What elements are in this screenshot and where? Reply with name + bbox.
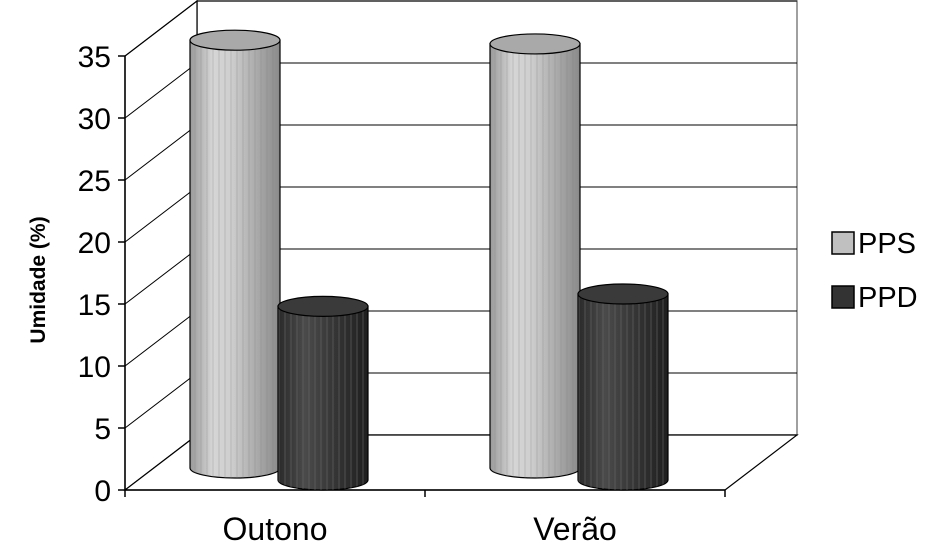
- bar-ppd-verão: [577, 283, 669, 491]
- bar-shading: [490, 43, 580, 479]
- legend-swatch: [831, 285, 855, 309]
- legend: PPS PPD: [831, 228, 918, 314]
- y-tick-label: 5: [94, 413, 111, 446]
- y-tick-label: 15: [78, 289, 111, 322]
- bar-pps-verão: [489, 33, 581, 479]
- y-tick-label: 20: [78, 227, 111, 260]
- y-axis: 0 5 10 15 20 25 30 35: [78, 41, 726, 508]
- legend-item-pps: PPS: [831, 228, 916, 260]
- bar-top: [489, 33, 581, 55]
- bar-shading: [278, 306, 368, 490]
- legend-swatch: [831, 231, 855, 255]
- category-label: Outono: [223, 511, 328, 547]
- side-wall: [124, 0, 198, 492]
- bar-shading: [190, 40, 280, 478]
- bars: [189, 29, 669, 491]
- legend-item-ppd: PPD: [831, 282, 918, 314]
- y-tick-label: 35: [78, 41, 111, 74]
- category-label: Verão: [533, 511, 617, 547]
- bar-ppd-outono: [277, 295, 369, 491]
- y-tick-label: 10: [78, 351, 111, 384]
- bar-top: [577, 283, 669, 305]
- y-axis-label: Umidade (%): [27, 216, 50, 343]
- bar-pps-outono: [189, 29, 281, 479]
- bar-top: [277, 295, 369, 317]
- y-tick-label: 0: [94, 475, 111, 508]
- bar-shading: [578, 294, 668, 490]
- legend-label: PPD: [858, 282, 918, 314]
- legend-label: PPS: [858, 228, 916, 260]
- y-tick-label: 25: [78, 165, 111, 198]
- bar-top: [189, 29, 281, 51]
- y-tick-label: 30: [78, 103, 111, 136]
- category-labels: Outono Verão: [223, 511, 617, 547]
- gridline: [124, 0, 797, 57]
